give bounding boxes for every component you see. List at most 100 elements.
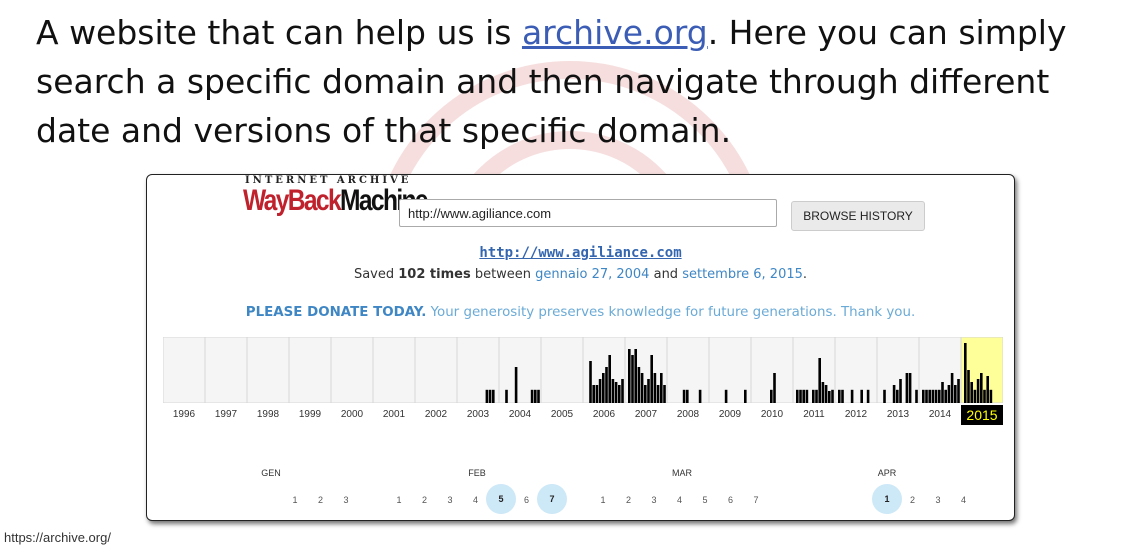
capture-bar-2007-m6: [644, 385, 647, 403]
calendar-day-apr-2[interactable]: 2: [909, 495, 916, 505]
capture-bar-2014-m10: [950, 373, 954, 403]
capture-bar-2012-m2: [841, 389, 844, 403]
calendar-day-feb-3[interactable]: 3: [447, 495, 453, 505]
calendar-day-apr-3[interactable]: 3: [935, 495, 941, 505]
year-label-1999[interactable]: 1999: [298, 409, 322, 420]
capture-bar-2006-m12: [621, 379, 624, 403]
year-label-2000[interactable]: 2000: [340, 409, 364, 420]
archive-org-link[interactable]: archive.org: [521, 13, 708, 52]
year-label-2009[interactable]: 2009: [718, 409, 742, 420]
calendar-day-feb-6[interactable]: 6: [523, 495, 530, 505]
capture-bar-2007-m1: [628, 349, 631, 403]
year-label-2004[interactable]: 2004: [508, 409, 532, 420]
year-label-1996[interactable]: 1996: [172, 409, 196, 420]
capture-bar-2006-m3: [592, 385, 595, 403]
capture-bar-2011-m2: [799, 389, 802, 403]
wayback-screenshot: INTERNET ARCHIVE WayBackMachine BROWSE H…: [146, 174, 1015, 521]
year-label-2010[interactable]: 2010: [760, 409, 784, 420]
capture-bar-2014-m8: [944, 389, 947, 403]
year-label-2013[interactable]: 2013: [886, 409, 910, 420]
capture-bar-2015-m4: [973, 389, 977, 403]
calendar-day-apr-1[interactable]: 1: [872, 484, 902, 514]
month-label-mar: MAR: [672, 468, 692, 478]
capture-bar-2015-m8: [986, 376, 989, 403]
calendar-day-feb-1[interactable]: 1: [396, 495, 402, 505]
calendar-day-feb-7[interactable]: 7: [537, 484, 567, 514]
capture-bar-2014-m5: [934, 389, 938, 403]
year-column-1997[interactable]: [204, 337, 248, 403]
capture-bar-2006-m7: [605, 367, 608, 403]
year-column-2002[interactable]: [414, 337, 458, 403]
calendar-day-gen-3[interactable]: 3: [343, 495, 349, 505]
year-label-2012[interactable]: 2012: [844, 409, 868, 420]
last-capture-link[interactable]: settembre 6, 2015: [682, 267, 803, 282]
year-label-2011[interactable]: 2011: [803, 409, 825, 420]
year-column-2001[interactable]: [372, 337, 416, 403]
capture-bar-2007-m12: [663, 385, 666, 403]
calendar-day-feb-4[interactable]: 4: [472, 495, 479, 505]
capture-bar-2011-m1: [796, 389, 799, 403]
capture-bar-2014-m9: [947, 385, 951, 403]
capture-bar-2003-m9: [485, 389, 489, 403]
year-column-1999[interactable]: [288, 337, 332, 403]
wayback-logo[interactable]: INTERNET ARCHIVE WayBackMachine: [243, 175, 429, 227]
year-label-2008[interactable]: 2008: [676, 409, 700, 420]
calendar-day-mar-6[interactable]: 6: [727, 495, 734, 505]
capture-bar-2007-m10: [656, 385, 660, 403]
calendar-day-mar-2[interactable]: 2: [625, 495, 632, 505]
calendar-day-feb-2[interactable]: 2: [421, 495, 428, 505]
calendar-day-mar-5[interactable]: 5: [702, 495, 708, 505]
capture-bar-2006-m6: [602, 373, 605, 403]
calendar-day-mar-4[interactable]: 4: [676, 495, 683, 505]
calendar-day-gen-1[interactable]: 1: [292, 495, 298, 505]
calendar-day-gen-2[interactable]: 2: [317, 495, 324, 505]
calendar-day-mar-7[interactable]: 7: [753, 495, 759, 505]
year-column-2000[interactable]: [330, 337, 374, 403]
capture-bar-2009-m5: [724, 389, 728, 403]
year-label-2006[interactable]: 2006: [592, 409, 616, 420]
donate-banner[interactable]: PLEASE DONATE TODAY. Your generosity pre…: [245, 305, 916, 320]
calendar-day-apr-4[interactable]: 4: [960, 495, 967, 505]
capture-bar-2013-m5: [892, 385, 896, 403]
year-label-1998[interactable]: 1998: [256, 409, 280, 420]
year-column-2005[interactable]: [540, 337, 584, 403]
year-label-2014[interactable]: 2014: [928, 409, 952, 420]
capture-bar-2011-m11: [828, 391, 831, 403]
capture-bar-2011-m7: [815, 389, 818, 403]
month-label-feb: FEB: [468, 468, 486, 478]
year-label-2003[interactable]: 2003: [466, 409, 490, 420]
saved-summary: Saved 102 times between gennaio 27, 2004…: [353, 267, 808, 282]
calendar-day-mar-3[interactable]: 3: [651, 495, 657, 505]
capture-histogram[interactable]: [163, 337, 1003, 403]
capture-bar-2006-m9: [611, 379, 615, 403]
site-url-link[interactable]: http://www.agiliance.com: [479, 245, 682, 261]
url-search-input[interactable]: [399, 199, 777, 227]
capture-bar-2006-m5: [598, 379, 602, 403]
capture-bar-2004-m10: [530, 389, 534, 403]
capture-bar-2014-m3: [928, 389, 931, 403]
browse-history-button[interactable]: BROWSE HISTORY: [791, 201, 925, 231]
capture-bar-2008-m6: [686, 389, 689, 403]
capture-bar-2015-m6: [980, 373, 983, 403]
calendar-day-feb-5[interactable]: 5: [486, 484, 516, 514]
year-label-2001[interactable]: 2001: [382, 409, 406, 420]
year-label-2007[interactable]: 2007: [634, 409, 658, 420]
year-column-1998[interactable]: [246, 337, 290, 403]
capture-bar-2006-m10: [614, 382, 618, 403]
first-capture-link[interactable]: gennaio 27, 2004: [535, 267, 650, 282]
capture-bar-2011-m9: [821, 382, 825, 403]
year-label-2015[interactable]: 2015: [961, 405, 1003, 425]
capture-bar-2003-m10: [488, 389, 492, 403]
year-label-1997[interactable]: 1997: [214, 409, 238, 420]
capture-bar-2010-m6: [770, 389, 773, 403]
capture-bar-2010-m7: [773, 373, 776, 403]
year-label-2005[interactable]: 2005: [550, 409, 574, 420]
calendar-day-mar-1[interactable]: 1: [600, 495, 606, 505]
capture-bar-2006-m8: [608, 355, 611, 403]
capture-bar-2007-m11: [660, 373, 663, 403]
logo-top-text: INTERNET ARCHIVE: [245, 175, 412, 186]
capture-bar-2012-m5: [850, 389, 854, 403]
capture-bar-2015-m3: [970, 382, 973, 403]
year-column-1996[interactable]: [163, 337, 206, 403]
year-label-2002[interactable]: 2002: [424, 409, 448, 420]
